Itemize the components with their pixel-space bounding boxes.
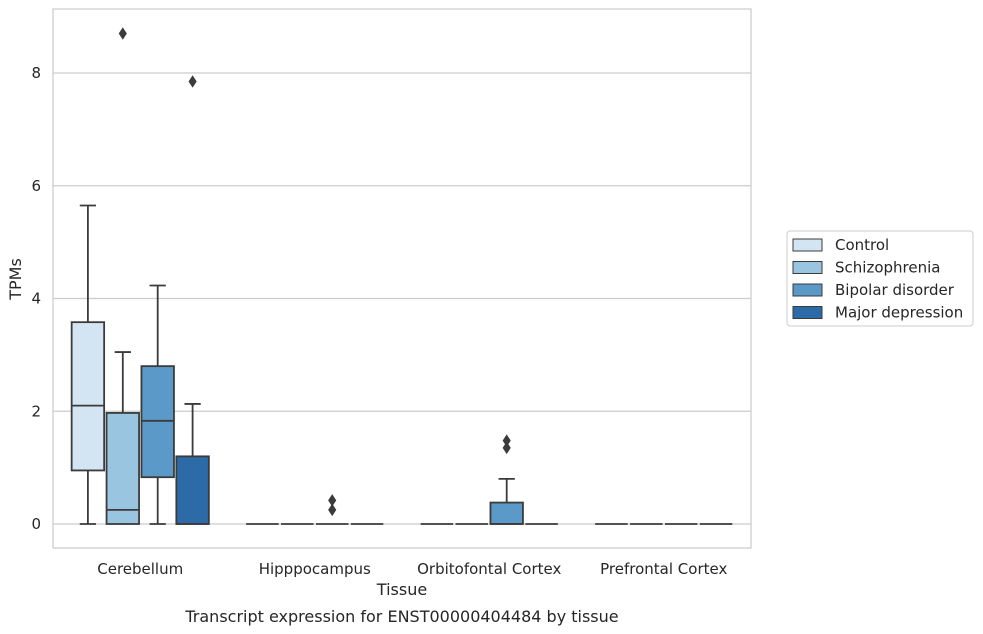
outlier-point <box>328 494 337 507</box>
outlier-point <box>118 27 127 40</box>
box-bipolar-disorder <box>315 494 349 525</box>
box-body <box>175 455 210 525</box>
plot-area-frame <box>52 8 752 549</box>
y-tick-label: 8 <box>31 64 41 82</box>
legend-frame <box>786 230 974 327</box>
y-tick-label: 4 <box>31 290 41 308</box>
legend-label: Major depression <box>835 304 963 322</box>
y-tick-label: 6 <box>31 177 41 195</box>
boxes <box>70 27 733 525</box>
box-body <box>105 412 140 525</box>
box-schizophrenia <box>105 27 140 525</box>
legend-swatch <box>792 261 823 274</box>
x-tick-label: Prefrontal Cortex <box>600 560 727 578</box>
chart-caption: Transcript expression for ENST0000040448… <box>184 607 618 626</box>
box-body <box>489 501 524 525</box>
legend-swatch <box>792 306 823 319</box>
legend-swatch <box>792 238 823 252</box>
y-tick-label: 0 <box>31 515 41 533</box>
legend: Control Schizophrenia Bipolar disorder Majo… <box>786 230 974 327</box>
x-tick-label: Orbitofontal Cortex <box>417 560 561 578</box>
y-axis-ticks: 0 2 4 6 8 <box>31 64 41 533</box>
outlier-point <box>502 434 511 447</box>
x-tick-label: Cerebellum <box>97 560 183 578</box>
box-body <box>70 321 106 472</box>
legend-label: Control <box>835 236 889 254</box>
x-axis-title: Tissue <box>376 580 427 599</box>
x-axis-ticks: Cerebellum Hipppocampus Orbitofontal Corte… <box>97 560 727 578</box>
legend-label: Bipolar disorder <box>835 281 955 299</box>
outlier-point <box>328 503 337 517</box>
y-tick-label: 2 <box>31 402 41 420</box>
box-control <box>70 204 106 525</box>
legend-swatch <box>792 283 823 297</box>
box-bipolar-disorder <box>489 434 524 525</box>
box-major-depression <box>175 75 210 525</box>
outlier-point <box>502 441 511 455</box>
x-tick-label: Hipppocampus <box>259 560 371 578</box>
box-bipolar-disorder <box>140 284 175 525</box>
y-axis-title: TPMs <box>6 258 25 301</box>
outlier-point <box>188 75 197 88</box>
legend-label: Schizophrenia <box>835 259 940 277</box>
